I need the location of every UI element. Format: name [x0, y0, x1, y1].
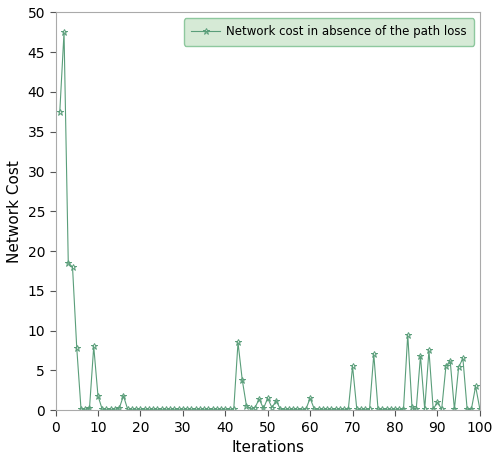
Legend: Network cost in absence of the path loss: Network cost in absence of the path loss	[184, 18, 474, 46]
X-axis label: Iterations: Iterations	[231, 440, 304, 455]
Y-axis label: Network Cost: Network Cost	[7, 160, 22, 263]
